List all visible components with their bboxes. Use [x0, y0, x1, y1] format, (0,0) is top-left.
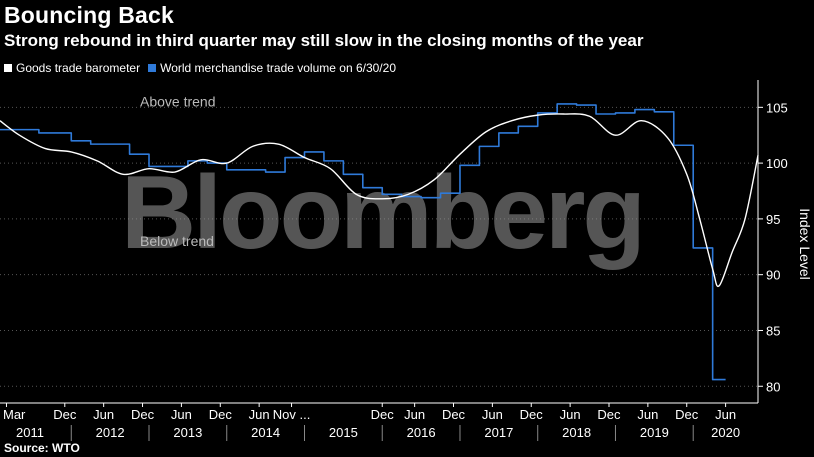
- x-tick-label: Jun: [249, 407, 270, 422]
- legend-label-barometer: Goods trade barometer: [16, 61, 141, 75]
- x-tick-label: Jun: [637, 407, 658, 422]
- x-tick-label: Jun: [93, 407, 114, 422]
- x-tick-label: Dec: [53, 407, 77, 422]
- x-year-label: 2016: [407, 425, 436, 440]
- x-tick-label: Dec: [520, 407, 544, 422]
- x-year-label: 2012: [96, 425, 125, 440]
- annotations: Above trend Below trend: [140, 94, 216, 249]
- x-year-label: 2017: [484, 425, 513, 440]
- x-year-label: 2015: [329, 425, 358, 440]
- x-tick-label: Dec: [209, 407, 233, 422]
- x-year-label: 2019: [640, 425, 669, 440]
- x-tick-label: Dec: [442, 407, 466, 422]
- x-tick-label: Jun: [404, 407, 425, 422]
- x-tick-label: Jun: [560, 407, 581, 422]
- legend-item-barometer: Goods trade barometer: [4, 61, 140, 75]
- x-axis: Mar Dec Jun Dec Jun Dec Jun Nov ... Dec Jun Dec Jun…: [0, 402, 758, 441]
- x-tick-label: Dec: [675, 407, 699, 422]
- x-tick-label: Dec: [371, 407, 395, 422]
- x-tick-label: Jun: [171, 407, 192, 422]
- legend-item-volume: World merchandise trade volume on 6/30/2…: [148, 61, 396, 75]
- x-tick-label: Jun: [482, 407, 503, 422]
- annotation-label: Above trend: [140, 94, 216, 110]
- legend: Goods trade barometer World merchandise …: [4, 61, 404, 75]
- chart-title: Bouncing Back: [4, 2, 175, 28]
- watermark: Bloomberg: [121, 155, 643, 271]
- y-tick-label: 85: [766, 323, 780, 338]
- x-tick-label: Jun: [715, 407, 736, 422]
- annotation-label: Below trend: [140, 233, 214, 249]
- x-tick-label: Mar: [3, 407, 26, 422]
- series-line-barometer: [0, 113, 759, 288]
- x-year-label: 2020: [711, 425, 740, 440]
- x-tick-label: Dec: [131, 407, 155, 422]
- x-year-label: 2014: [251, 425, 280, 440]
- y-tick-label: 90: [766, 268, 780, 283]
- y-axis-label: Index Level: [797, 208, 813, 280]
- x-year-label: 2018: [562, 425, 591, 440]
- chart-subtitle: Strong rebound in third quarter may stil…: [4, 31, 644, 50]
- y-tick-label: 100: [766, 156, 788, 171]
- y-tick-label: 105: [766, 100, 788, 115]
- x-year-label: 2013: [173, 425, 202, 440]
- series-line-volume: [0, 103, 726, 381]
- x-tick-label: Dec: [597, 407, 621, 422]
- series-lines: [0, 103, 759, 381]
- y-tick-label: 95: [766, 212, 780, 227]
- legend-swatch-volume: [148, 64, 157, 72]
- y-tick-label: 80: [766, 379, 780, 394]
- y-axis: 80 85 90 95 100 105: [757, 80, 788, 403]
- x-year-label: 2011: [16, 425, 44, 440]
- x-tick-label: Nov ...: [273, 407, 311, 422]
- source-note: Source: WTO: [4, 441, 80, 455]
- legend-label-volume: World merchandise trade volume on 6/30/2…: [160, 61, 396, 75]
- legend-swatch-barometer: [4, 64, 12, 72]
